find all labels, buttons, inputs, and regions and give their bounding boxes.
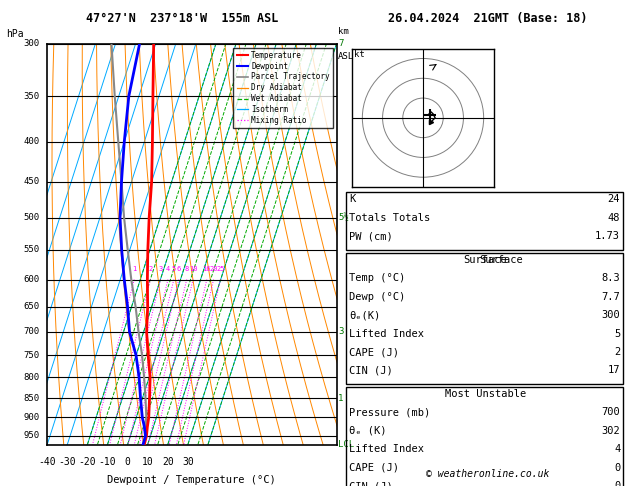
Text: Totals Totals: Totals Totals (349, 213, 430, 223)
Text: 700: 700 (601, 407, 620, 417)
Text: Dewp (°C): Dewp (°C) (349, 292, 405, 302)
Text: 5½: 5½ (338, 213, 348, 222)
Text: Lifted Index: Lifted Index (349, 444, 424, 454)
Text: 500: 500 (24, 213, 40, 222)
Text: 17: 17 (608, 365, 620, 376)
Text: PW (cm): PW (cm) (349, 231, 393, 242)
Text: 0: 0 (614, 481, 620, 486)
Text: CAPE (J): CAPE (J) (349, 347, 399, 357)
Text: Pressure (mb): Pressure (mb) (349, 407, 430, 417)
Text: 3: 3 (159, 266, 163, 272)
Text: 650: 650 (24, 302, 40, 311)
Text: ASL: ASL (338, 52, 354, 61)
Text: 300: 300 (601, 310, 620, 320)
Text: 6: 6 (177, 266, 181, 272)
Text: 3: 3 (338, 328, 343, 336)
Text: 2: 2 (614, 347, 620, 357)
Text: hPa: hPa (6, 29, 24, 39)
Text: -30: -30 (58, 457, 76, 467)
Text: 24: 24 (608, 194, 620, 205)
Text: 800: 800 (24, 373, 40, 382)
Text: 600: 600 (24, 275, 40, 284)
Text: 450: 450 (24, 177, 40, 186)
Text: 950: 950 (24, 432, 40, 440)
Text: Surface: Surface (479, 255, 523, 265)
Text: Most Unstable: Most Unstable (445, 389, 526, 399)
Text: Surface: Surface (464, 255, 507, 265)
Text: © weatheronline.co.uk: © weatheronline.co.uk (426, 469, 549, 479)
Text: 48: 48 (608, 213, 620, 223)
Text: K: K (349, 194, 355, 205)
Text: 1: 1 (338, 394, 343, 402)
Text: 850: 850 (24, 394, 40, 402)
Text: θₑ (K): θₑ (K) (349, 426, 387, 436)
Text: CIN (J): CIN (J) (349, 481, 393, 486)
Text: Lifted Index: Lifted Index (349, 329, 424, 339)
Text: kt: kt (354, 50, 365, 58)
Text: 8: 8 (184, 266, 189, 272)
Text: 8.3: 8.3 (601, 273, 620, 283)
Legend: Temperature, Dewpoint, Parcel Trajectory, Dry Adiabat, Wet Adiabat, Isotherm, Mi: Temperature, Dewpoint, Parcel Trajectory… (233, 48, 333, 128)
Text: 1: 1 (132, 266, 136, 272)
Text: 25: 25 (216, 266, 225, 272)
Text: 900: 900 (24, 413, 40, 422)
Text: Temp (°C): Temp (°C) (349, 273, 405, 283)
Text: 4: 4 (166, 266, 170, 272)
Text: 2: 2 (148, 266, 153, 272)
Text: 4: 4 (614, 444, 620, 454)
Text: 5: 5 (614, 329, 620, 339)
Text: 750: 750 (24, 351, 40, 360)
Text: 7.7: 7.7 (601, 292, 620, 302)
Text: 300: 300 (24, 39, 40, 48)
Text: -20: -20 (79, 457, 96, 467)
Text: 0: 0 (125, 457, 130, 467)
Text: 302: 302 (601, 426, 620, 436)
Text: 16: 16 (203, 266, 211, 272)
Text: -40: -40 (38, 457, 56, 467)
Text: 26.04.2024  21GMT (Base: 18): 26.04.2024 21GMT (Base: 18) (387, 12, 587, 25)
Text: θₑ(K): θₑ(K) (349, 310, 381, 320)
Text: -10: -10 (99, 457, 116, 467)
Text: 20: 20 (162, 457, 174, 467)
Text: CIN (J): CIN (J) (349, 365, 393, 376)
Text: CAPE (J): CAPE (J) (349, 463, 399, 473)
Text: 0: 0 (614, 463, 620, 473)
Text: 350: 350 (24, 92, 40, 101)
Text: 30: 30 (182, 457, 194, 467)
Text: 20: 20 (209, 266, 218, 272)
Text: km: km (338, 27, 348, 36)
Text: 700: 700 (24, 328, 40, 336)
Text: 550: 550 (24, 245, 40, 255)
Text: 47°27'N  237°18'W  155m ASL: 47°27'N 237°18'W 155m ASL (86, 12, 279, 25)
Text: 5: 5 (172, 266, 176, 272)
Text: 400: 400 (24, 137, 40, 146)
Text: 1.73: 1.73 (595, 231, 620, 242)
Text: 7: 7 (338, 39, 343, 48)
Text: LCL: LCL (338, 440, 354, 449)
Text: Dewpoint / Temperature (°C): Dewpoint / Temperature (°C) (108, 475, 276, 485)
Text: 10: 10 (189, 266, 198, 272)
Text: 10: 10 (142, 457, 153, 467)
